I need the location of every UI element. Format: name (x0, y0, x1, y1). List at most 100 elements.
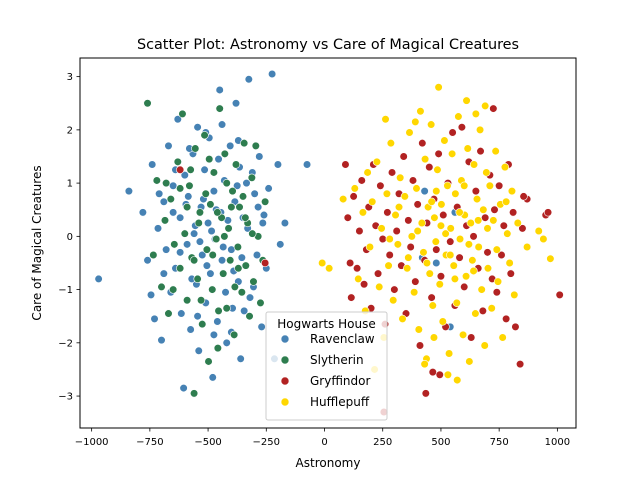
scatter-point (483, 224, 492, 233)
scatter-point (177, 309, 186, 318)
scatter-point (245, 312, 254, 321)
scatter-point (420, 360, 429, 369)
scatter-point (227, 202, 236, 212)
scatter-point (464, 240, 473, 249)
scatter-point (143, 256, 152, 265)
scatter-point (510, 290, 519, 300)
scatter-point (209, 330, 218, 339)
scatter-point (347, 293, 356, 302)
scatter-point (418, 139, 427, 148)
scatter-point (249, 277, 258, 286)
legend-box (265, 311, 388, 421)
scatter-point (170, 240, 179, 249)
scatter-point (206, 200, 215, 209)
scatter-point (398, 314, 407, 323)
scatter-point (534, 226, 543, 236)
scatter-point (444, 349, 454, 358)
x-tick-label: −500 (194, 437, 221, 448)
x-tick-label: 500 (431, 437, 450, 448)
legend-label: Hufflepuff (310, 395, 370, 409)
scatter-point (428, 368, 437, 377)
scatter-point (276, 240, 285, 249)
scatter-point (411, 117, 420, 126)
scatter-point (421, 389, 430, 398)
scatter-point (509, 208, 518, 217)
scatter-point (138, 208, 147, 217)
scatter-point (457, 123, 466, 132)
scatter-point (318, 258, 327, 268)
scatter-point (475, 125, 485, 134)
scatter-point (453, 375, 462, 385)
legend-marker (280, 334, 290, 344)
scatter-point (455, 234, 465, 244)
scatter-point (446, 237, 455, 246)
scatter-point (499, 221, 508, 230)
scatter-point (206, 269, 215, 278)
scatter-point (489, 104, 498, 113)
scatter-point (469, 232, 478, 241)
scatter-point (435, 280, 444, 289)
scatter-point (353, 264, 362, 273)
scatter-point (148, 160, 157, 169)
scatter-point (546, 254, 555, 263)
scatter-point (169, 208, 178, 217)
chart-title: Scatter Plot: Astronomy vs Care of Magic… (137, 37, 519, 53)
scatter-point (408, 176, 418, 185)
scatter-point (202, 245, 212, 254)
scatter-point (261, 258, 270, 268)
scatter-point (382, 189, 392, 198)
scatter-point (124, 186, 134, 196)
scatter-point (220, 232, 229, 241)
scatter-point (149, 250, 158, 260)
scatter-point (264, 184, 273, 193)
scatter-point (213, 208, 222, 217)
y-tick-label: 2 (67, 125, 73, 136)
scatter-point (185, 181, 194, 190)
scatter-point (539, 234, 548, 244)
legend-marker (280, 376, 290, 386)
scatter-point (404, 216, 413, 225)
scatter-point (254, 202, 263, 212)
scatter-point (219, 242, 228, 252)
scatter-point (183, 296, 192, 305)
scatter-point (346, 258, 355, 268)
scatter-point (513, 218, 522, 228)
scatter-point (183, 240, 192, 249)
scatter-point (226, 256, 235, 265)
scatter-point (190, 229, 199, 238)
scatter-point (280, 218, 290, 228)
scatter-point (431, 237, 440, 246)
scatter-point (522, 242, 532, 252)
scatter-point (483, 248, 492, 257)
scatter-point (390, 285, 399, 294)
y-tick-label: 1 (67, 179, 73, 190)
scatter-point (471, 109, 480, 118)
scatter-point (417, 218, 426, 228)
scatter-point (413, 226, 422, 236)
scatter-point (180, 229, 189, 238)
scatter-point (505, 258, 514, 268)
scatter-point (343, 213, 352, 222)
scatter-point (176, 248, 185, 257)
scatter-point (241, 261, 250, 270)
y-tick-label: −3 (58, 392, 73, 403)
scatter-point (354, 274, 363, 284)
scatter-point (222, 338, 231, 347)
scatter-point (502, 314, 511, 323)
scatter-point (357, 176, 366, 185)
scatter-point (164, 141, 173, 150)
scatter-point (466, 218, 475, 228)
scatter-point (242, 179, 251, 188)
legend-marker (280, 397, 290, 407)
scatter-point (235, 202, 244, 212)
scatter-point (160, 216, 170, 225)
scatter-point (198, 320, 207, 329)
scatter-point (399, 152, 408, 161)
scatter-point (164, 309, 173, 318)
plot-frame (79, 57, 577, 429)
scatter-point (190, 389, 199, 398)
axis-ticks: −1000 −750 −500 −250 0 250 500 750 1000 −3 −2 −1 0 1 2… (58, 72, 570, 448)
scatter-point (450, 274, 460, 284)
scatter-point (543, 208, 553, 217)
scatter-point (162, 179, 171, 188)
